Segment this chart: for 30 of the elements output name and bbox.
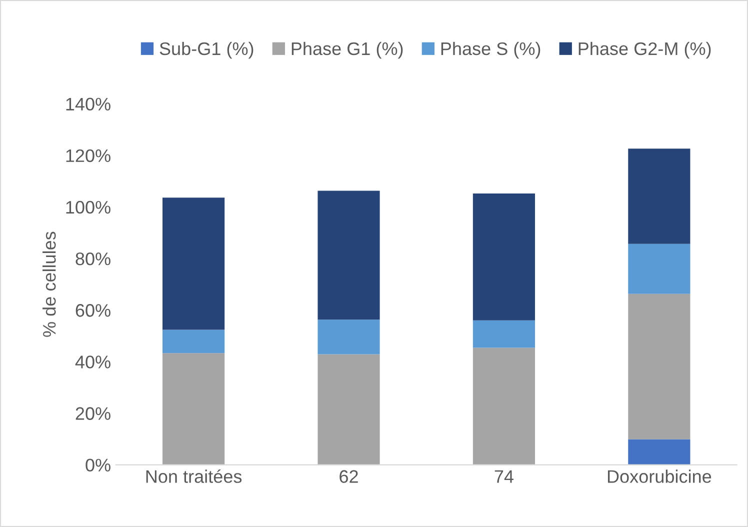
y-tick-label: 60% xyxy=(76,304,110,317)
bar xyxy=(472,194,536,320)
y-tick-label: 0% xyxy=(86,458,110,472)
y-axis-title: % de cellules xyxy=(42,232,56,337)
bar xyxy=(318,320,380,354)
y-tick-label: 80% xyxy=(76,252,110,266)
bar xyxy=(318,354,380,465)
legend-label: Phase G1 (%) xyxy=(292,42,403,59)
x-tick-label: Non traitées xyxy=(146,469,242,483)
bar xyxy=(628,439,690,465)
y-tick-label: 120% xyxy=(66,149,110,162)
x-tick-label: 74 xyxy=(494,470,514,483)
x-tick-label: 62 xyxy=(340,470,358,483)
bar xyxy=(472,348,536,465)
x-tick-label: Doxorubicine xyxy=(608,470,712,483)
bar xyxy=(162,198,225,330)
bar xyxy=(628,148,690,244)
bar xyxy=(628,244,690,294)
legend-label: Phase S (%) xyxy=(441,42,540,59)
y-tick-label: 100% xyxy=(66,200,110,214)
bar xyxy=(628,294,690,440)
bar xyxy=(162,330,225,354)
bar xyxy=(472,320,536,348)
legend-label: Sub-G1 (%) xyxy=(160,42,254,59)
y-tick-label: 20% xyxy=(76,407,110,420)
bar xyxy=(162,353,225,465)
y-tick-label: 40% xyxy=(75,356,110,368)
y-tick-label: 140% xyxy=(66,98,110,111)
bar xyxy=(318,190,380,320)
legend-label: Phase G2-M (%) xyxy=(578,42,711,59)
